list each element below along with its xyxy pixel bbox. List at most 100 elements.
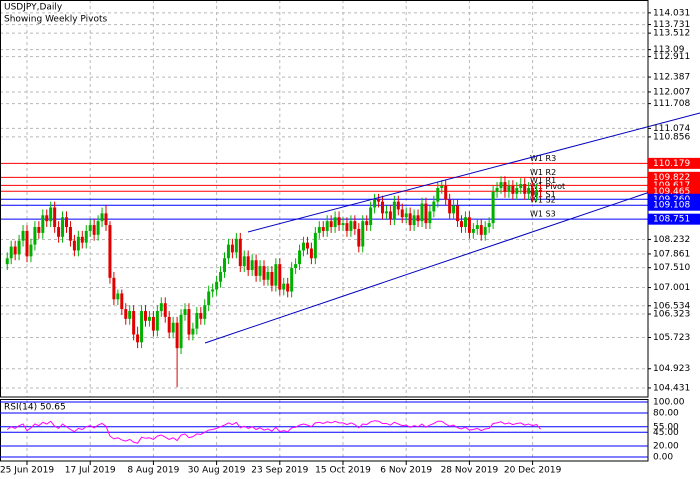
candle-body: [365, 221, 369, 226]
rsi-label: RSI(14) 50.65: [4, 403, 66, 413]
x-tick-label: 6 Nov 2019: [380, 466, 432, 476]
y-tick-label: 114.031: [653, 8, 690, 18]
x-tick-label: 17 Jul 2019: [65, 466, 116, 476]
pivot-name: W1 Pivot: [530, 182, 565, 191]
candle-body: [333, 217, 337, 228]
candle-body: [313, 232, 317, 259]
candle-body: [523, 184, 527, 194]
candle-body: [84, 230, 88, 243]
candle-body: [203, 305, 207, 319]
y-tick-label: 110.856: [653, 132, 690, 142]
candle-body: [219, 271, 223, 282]
y-tick-label: 113.09: [653, 45, 685, 55]
candle-body: [396, 201, 400, 210]
candle-body: [124, 309, 128, 319]
candle-body: [92, 225, 96, 235]
candle-body: [432, 201, 436, 212]
candle-body: [440, 185, 444, 188]
pivot-name: W1 S1: [530, 190, 556, 199]
candle-body: [341, 223, 345, 226]
candle-body: [325, 221, 329, 231]
y-tick-label: 113.731: [653, 20, 690, 30]
candle-body: [128, 311, 132, 319]
candle-body: [495, 187, 499, 192]
x-tick-label: 28 Nov 2019: [441, 466, 499, 476]
candle-body: [416, 215, 420, 222]
candle-body: [309, 248, 313, 259]
candle-body: [475, 225, 479, 229]
candle-body: [381, 201, 384, 214]
candle-body: [100, 213, 104, 222]
candle-body: [408, 213, 412, 226]
y-tick-label: 106.323: [653, 310, 690, 320]
candle-body: [104, 213, 108, 226]
rsi-tick-label: 20.00: [653, 442, 679, 452]
candle-body: [72, 240, 76, 251]
candle-body: [25, 230, 29, 257]
candle-body: [132, 311, 136, 335]
candle-body: [108, 225, 112, 278]
x-tick-label: 30 Aug 2019: [188, 466, 246, 476]
channel-lines: [204, 112, 700, 344]
candle-body: [262, 266, 266, 280]
x-tick-label: 23 Sep 2019: [251, 466, 308, 476]
pivot-price-label: 109.108: [653, 201, 690, 211]
candle-body: [302, 242, 305, 251]
candle-body: [116, 293, 120, 300]
rsi-layer: [0, 401, 648, 458]
candle-body: [21, 230, 25, 241]
candle-body: [140, 311, 144, 343]
pivot-price-box: [648, 185, 700, 197]
candle-body: [112, 277, 116, 300]
candle-body: [404, 213, 408, 218]
candle-body: [294, 264, 298, 269]
rsi-tick-label: 55.00: [653, 422, 679, 432]
candle-body: [539, 189, 542, 192]
candle-body: [49, 207, 53, 222]
x-tick-label: 25 Jun 2019: [0, 466, 54, 476]
y-tick-label: 106.534: [653, 301, 690, 311]
candle-body: [183, 309, 187, 315]
candle-body: [266, 271, 270, 280]
candle-body: [412, 215, 416, 226]
candle-body: [305, 242, 309, 249]
candle-body: [199, 312, 203, 319]
candle-body: [167, 316, 171, 333]
candle-body: [452, 205, 456, 214]
candle-body: [503, 182, 507, 192]
candle-body: [96, 221, 100, 235]
y-tick-label: 105.723: [653, 333, 690, 343]
candle-body: [373, 199, 377, 208]
candle-body: [195, 312, 199, 329]
candle-body: [527, 187, 531, 194]
x-tick-label: 20 Dec 2019: [504, 466, 562, 476]
candle-body: [215, 281, 219, 290]
pivot-price-label: 110.179: [653, 159, 690, 169]
candle-body: [187, 309, 191, 335]
candle-body: [270, 271, 274, 286]
candle-body: [238, 238, 242, 267]
candle-body: [400, 209, 404, 218]
candle-body: [17, 240, 21, 255]
candle-body: [511, 185, 515, 194]
candle-body: [57, 227, 61, 237]
candle-body: [491, 191, 495, 224]
candle-body: [80, 236, 84, 243]
candle-body: [159, 303, 163, 312]
candle-body: [191, 328, 195, 335]
x-tick-label: 15 Oct 2019: [315, 466, 371, 476]
candle-body: [424, 203, 428, 224]
candle-body: [207, 291, 211, 306]
candle-body: [282, 283, 286, 290]
pivot-name: W1 S2: [530, 196, 556, 205]
rsi-line: [6, 420, 541, 444]
candle-body: [531, 187, 535, 196]
candle-body: [9, 246, 13, 259]
candle-body: [436, 187, 440, 202]
candle-body: [479, 225, 483, 235]
candle-body: [483, 227, 487, 235]
candle-body: [298, 250, 302, 265]
candle-body: [274, 264, 278, 286]
